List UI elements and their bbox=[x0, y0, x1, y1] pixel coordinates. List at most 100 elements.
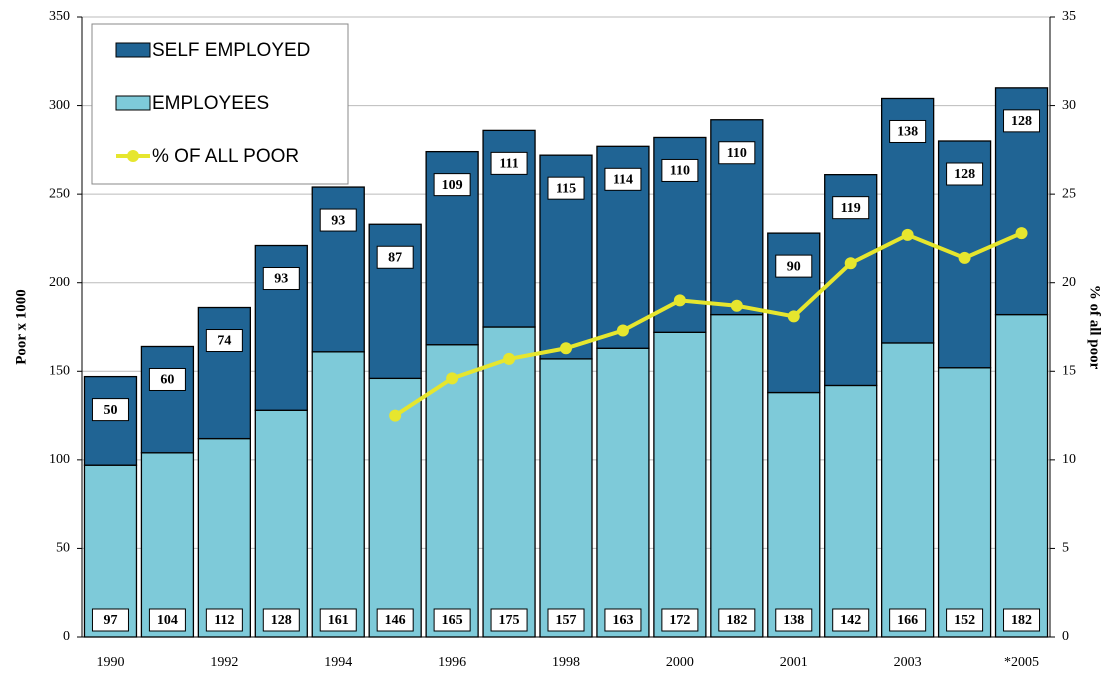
y-axis-title: Poor x 1000 bbox=[13, 289, 29, 365]
value-label: 175 bbox=[499, 613, 520, 628]
x-tick-label: 1990 bbox=[96, 655, 124, 670]
value-label: 138 bbox=[897, 125, 918, 140]
value-label: 109 bbox=[442, 178, 463, 193]
value-label: 110 bbox=[727, 146, 747, 161]
value-label: 60 bbox=[160, 373, 174, 388]
y-tick-label: 150 bbox=[49, 364, 70, 379]
y-tick-label: 250 bbox=[49, 186, 70, 201]
value-label: 146 bbox=[385, 613, 406, 628]
value-label-box bbox=[376, 608, 414, 632]
value-label: 128 bbox=[1011, 114, 1032, 129]
value-label: 157 bbox=[556, 613, 577, 628]
line-marker bbox=[1015, 227, 1028, 240]
y2-tick-label: 0 bbox=[1062, 629, 1069, 644]
y-tick-label: 100 bbox=[49, 452, 70, 467]
line-marker bbox=[616, 324, 629, 337]
value-label-box bbox=[604, 608, 642, 632]
value-label-box bbox=[718, 608, 756, 632]
value-label-box bbox=[148, 367, 186, 391]
value-label: 90 bbox=[787, 259, 801, 274]
line-marker bbox=[560, 342, 572, 355]
value-label: 119 bbox=[841, 201, 861, 216]
value-label-box bbox=[946, 162, 984, 186]
bar bbox=[425, 344, 479, 638]
x-tick-label: 1994 bbox=[324, 655, 352, 670]
value-label-box bbox=[547, 176, 585, 200]
bar bbox=[937, 367, 992, 638]
value-label: 112 bbox=[214, 613, 234, 628]
value-label-box bbox=[775, 254, 813, 278]
value-label-box bbox=[490, 151, 528, 175]
value-label-box bbox=[376, 245, 414, 269]
y-tick-label: 0 bbox=[63, 629, 70, 644]
value-label: 87 bbox=[388, 250, 402, 265]
y-tick-label: 350 bbox=[49, 9, 70, 24]
value-label: 166 bbox=[897, 613, 918, 628]
bar bbox=[83, 464, 138, 638]
value-label-box bbox=[661, 158, 699, 182]
value-label-box bbox=[205, 329, 243, 353]
value-label-box bbox=[775, 608, 813, 632]
bar bbox=[824, 384, 878, 638]
value-label: 50 bbox=[103, 403, 117, 418]
value-label-box bbox=[1003, 109, 1041, 133]
x-tick-label: 2001 bbox=[780, 655, 808, 670]
value-label: 142 bbox=[840, 613, 861, 628]
value-label: 165 bbox=[442, 613, 463, 628]
line-marker bbox=[901, 228, 914, 241]
value-label-box bbox=[148, 608, 186, 632]
x-tick-label: 2000 bbox=[666, 655, 694, 670]
x-tick-label: 1998 bbox=[552, 655, 580, 670]
value-label-box bbox=[889, 608, 927, 632]
y-tick-label: 300 bbox=[49, 98, 70, 113]
y2-tick-label: 5 bbox=[1062, 541, 1069, 556]
x-tick-label: 2003 bbox=[894, 655, 922, 670]
line-marker bbox=[673, 294, 686, 307]
bar bbox=[539, 358, 593, 638]
bar bbox=[653, 331, 707, 638]
y2-tick-label: 35 bbox=[1062, 9, 1076, 24]
legend-marker bbox=[127, 150, 139, 162]
y2-tick-label: 30 bbox=[1062, 98, 1076, 113]
line-marker bbox=[389, 409, 402, 422]
y2-tick-label: 20 bbox=[1062, 275, 1076, 290]
value-label: 110 bbox=[670, 164, 690, 179]
line-marker bbox=[503, 352, 516, 365]
bar bbox=[311, 351, 365, 638]
x-tick-label: *2005 bbox=[1004, 655, 1039, 670]
legend-swatch bbox=[115, 95, 151, 111]
value-label: 115 bbox=[556, 181, 576, 196]
value-label: 138 bbox=[783, 613, 804, 628]
value-label: 114 bbox=[613, 173, 633, 188]
value-label-box bbox=[205, 608, 243, 632]
value-label-box bbox=[319, 208, 357, 232]
value-label: 128 bbox=[954, 167, 975, 182]
line-marker bbox=[787, 310, 800, 323]
value-label-box bbox=[604, 167, 642, 191]
bar bbox=[197, 306, 252, 440]
value-label: 161 bbox=[328, 613, 349, 628]
legend-label: EMPLOYEES bbox=[152, 93, 269, 114]
y2-tick-label: 15 bbox=[1062, 364, 1076, 379]
value-label: 97 bbox=[103, 613, 117, 628]
value-label: 172 bbox=[669, 613, 690, 628]
value-label-box bbox=[490, 608, 528, 632]
bar bbox=[596, 347, 650, 638]
value-label: 128 bbox=[271, 613, 292, 628]
value-label: 152 bbox=[954, 613, 975, 628]
bar bbox=[710, 313, 764, 638]
bar bbox=[482, 326, 536, 638]
value-label-box bbox=[1003, 608, 1041, 632]
line-marker bbox=[958, 251, 971, 264]
legend-label: % OF ALL POOR bbox=[152, 146, 299, 167]
value-label: 111 bbox=[499, 157, 518, 172]
value-label: 182 bbox=[726, 613, 747, 628]
bar bbox=[880, 342, 935, 638]
value-label-box bbox=[319, 608, 357, 632]
y2-tick-label: 10 bbox=[1062, 452, 1076, 467]
value-label-box bbox=[946, 608, 984, 632]
value-label-box bbox=[433, 608, 471, 632]
bar bbox=[254, 409, 308, 638]
